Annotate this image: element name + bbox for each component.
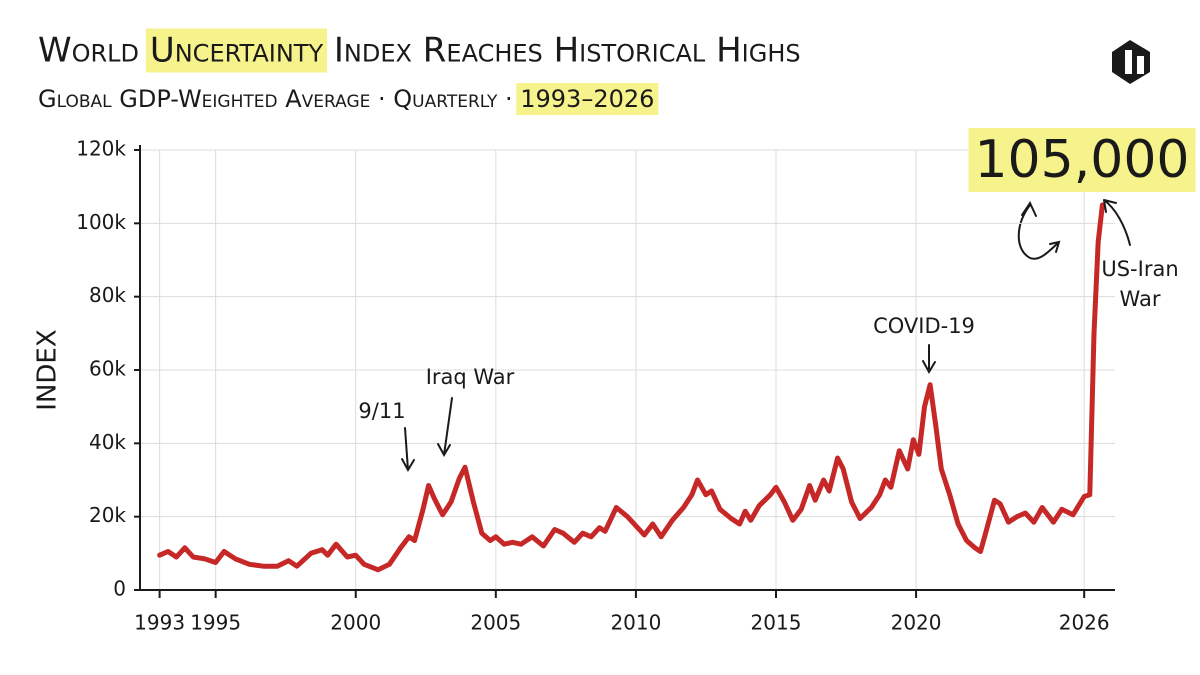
annotation: US-Iran War	[1101, 257, 1178, 311]
value-label: 105,000	[974, 130, 1189, 190]
annotation: COVID-19	[873, 314, 975, 338]
x-tick-label: 2015	[751, 611, 802, 635]
y-tick-label: 120k	[76, 137, 126, 161]
annotation: Iraq War	[426, 365, 515, 389]
subtitle-highlight	[516, 83, 659, 115]
highlights	[145, 28, 659, 115]
x-tick-label: 1995	[190, 611, 241, 635]
y-tick-label: 40k	[89, 430, 126, 454]
value-label-highlight	[968, 128, 1196, 192]
annotation: 9/11	[358, 399, 405, 423]
chart-title: World Uncertainty Index Reaches Historic…	[38, 31, 801, 71]
y-tick-label: 100k	[76, 210, 126, 234]
y-tick-label: 80k	[89, 283, 126, 307]
logo	[1112, 40, 1150, 84]
decorative-arrows	[1017, 200, 1061, 260]
annotation-arrow	[1103, 199, 1131, 246]
y-tick-label: 0	[113, 577, 126, 601]
chart-subtitle: Global GDP-Weighted Average · Quarterly …	[38, 85, 654, 113]
value-callout: 105,000	[968, 128, 1196, 192]
data-line	[157, 202, 1105, 573]
y-tick-label: 20k	[89, 503, 126, 527]
y-tick-label: 60k	[89, 357, 126, 381]
annotation-arrow	[401, 427, 415, 473]
x-tick-label: 2020	[891, 611, 942, 635]
axes	[139, 145, 1115, 591]
title-highlight	[145, 28, 328, 73]
annotation-arrow	[437, 397, 453, 458]
x-tick-label: 2005	[470, 611, 521, 635]
x-tick-label: 2000	[330, 611, 381, 635]
annotation-arrow	[922, 344, 936, 375]
x-tick-label: 2010	[610, 611, 661, 635]
x-tick-label: 2026	[1059, 611, 1110, 635]
y-axis-label: INDEX	[33, 329, 63, 410]
x-tick-label: 1993	[134, 611, 185, 635]
